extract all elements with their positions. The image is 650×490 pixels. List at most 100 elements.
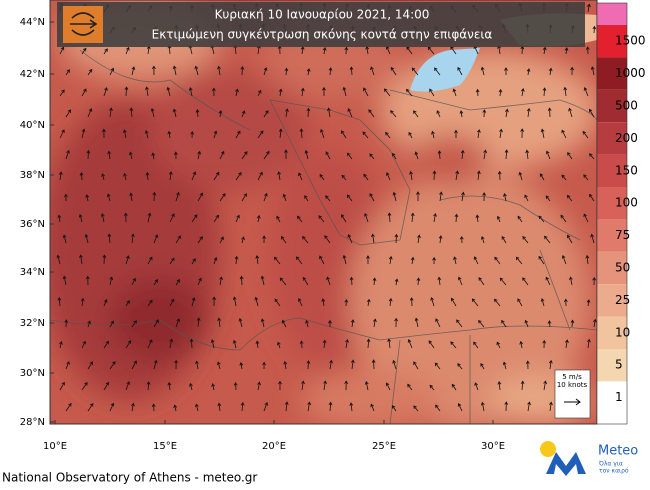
wind-arrow [285, 108, 289, 118]
wind-arrow [387, 338, 392, 349]
wind-arrow [455, 170, 459, 181]
wind-arrow [302, 235, 309, 244]
wind-arrow [347, 234, 353, 244]
wind-arrow [255, 340, 260, 349]
wind-arrow [435, 318, 441, 328]
wind-arrow [322, 46, 327, 55]
wind-arrow [570, 66, 575, 76]
wind-arrow [197, 277, 202, 286]
lat-label: 38°N [20, 170, 45, 181]
wind-arrow [593, 318, 597, 328]
wind-arrow [501, 319, 507, 328]
wind-arrow [386, 172, 391, 181]
wind-arrow [102, 254, 107, 265]
wind-arrow [371, 359, 376, 370]
wind-arrow [145, 171, 150, 181]
wind-arrow [129, 151, 133, 160]
wind-arrow [169, 213, 175, 223]
wind-arrow [563, 298, 568, 307]
wind-arrow [85, 194, 90, 202]
wind-arrow [298, 298, 303, 307]
wind-arrow [589, 108, 595, 118]
wind-arrow [103, 340, 109, 349]
wind-arrow [263, 67, 268, 76]
wind-arrow [86, 149, 91, 160]
wind-arrow [517, 298, 523, 307]
wind-arrow [482, 109, 487, 118]
wind-arrow [568, 107, 573, 118]
wind-arrow [217, 65, 221, 76]
wind-arrow [384, 88, 391, 97]
wind-arrow [57, 214, 62, 223]
wind-arrow [561, 174, 567, 181]
wind-arrow [460, 149, 465, 160]
wind-arrow [427, 46, 435, 55]
colorbar-band [597, 122, 627, 155]
wind-arrow [64, 193, 68, 202]
wind-arrow [59, 89, 65, 97]
wind-arrow [416, 191, 420, 202]
wind-arrow [526, 107, 531, 118]
wind-arrow [394, 278, 399, 286]
wind-arrow [499, 277, 507, 286]
wind-arrow [438, 235, 443, 244]
wind-arrow [297, 215, 303, 223]
wind-arrow [505, 108, 509, 118]
wind-arrow [233, 382, 238, 391]
lon-label: 30°E [481, 441, 505, 452]
wind-arrow [167, 130, 172, 139]
wind-arrow [320, 128, 325, 139]
wind-arrow [520, 380, 525, 391]
wind-arrow [525, 149, 530, 160]
lat-label: 44°N [20, 17, 45, 28]
wind-arrow [522, 277, 529, 286]
colorbar-label: 200 [615, 131, 638, 145]
lat-label: 28°N [20, 417, 45, 428]
wind-arrow [391, 405, 397, 412]
wind-arrow [197, 150, 202, 160]
wind-arrow [195, 360, 199, 370]
colorbar-band [597, 3, 627, 25]
colorbar-band [597, 154, 627, 187]
wind-arrow [64, 319, 69, 328]
wind-arrow [241, 151, 248, 160]
colorbar-label: 10 [615, 325, 630, 339]
wind-arrow [278, 88, 283, 97]
wind-arrow [480, 66, 485, 76]
wind-arrow [586, 299, 591, 307]
wind-arrow [461, 191, 465, 202]
wind-arrow [84, 233, 89, 244]
wind-arrow [432, 256, 436, 265]
wind-arrow [439, 191, 443, 202]
wind-arrow [504, 401, 509, 412]
wind-arrow [540, 128, 545, 139]
wind-arrow [191, 297, 196, 307]
wind-arrow [517, 215, 523, 223]
wind-arrow [65, 149, 70, 160]
wind-arrow [362, 131, 369, 139]
wind-arrow [520, 128, 525, 139]
wind-arrow [191, 258, 196, 265]
wind-arrow [592, 276, 597, 286]
wind-arrow [125, 300, 130, 307]
wind-arrow [279, 277, 287, 286]
wind-arrow [219, 150, 225, 160]
wind-arrow [407, 383, 413, 391]
wind-arrow [347, 108, 353, 118]
wind-arrow [174, 359, 178, 370]
wind-legend-box [554, 369, 591, 419]
wind-arrow [526, 68, 531, 76]
colorbar-band [597, 381, 627, 424]
wind-arrow [240, 66, 245, 76]
wind-arrow [238, 317, 243, 328]
wind-arrow [538, 255, 545, 265]
wind-arrow [519, 340, 524, 349]
wind-arrow [197, 236, 203, 244]
wind-arrow [385, 382, 391, 391]
wind-arrow [344, 298, 349, 307]
wind-arrow [413, 110, 419, 118]
wind-arrow [125, 255, 130, 265]
wind-arrow [218, 109, 223, 118]
wind-arrow [109, 361, 116, 370]
wind-arrow [413, 405, 419, 412]
